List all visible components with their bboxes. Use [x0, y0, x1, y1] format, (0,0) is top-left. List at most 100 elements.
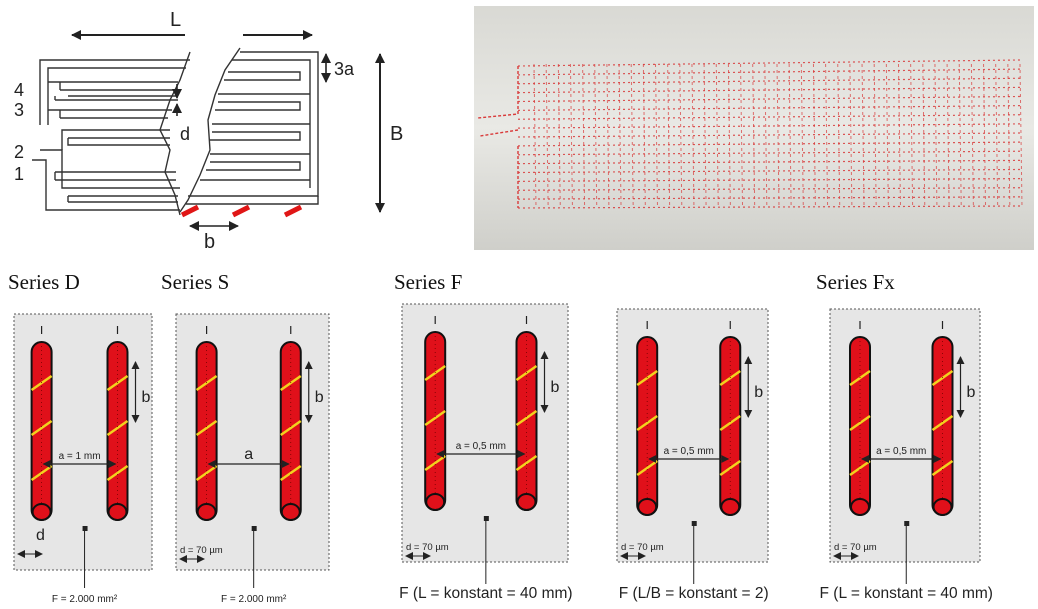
stitch-column — [545, 63, 549, 209]
electrode-end — [850, 498, 870, 516]
stitch-mark — [849, 459, 871, 477]
panel-fx: b a = 0,5 mm d = 70 µm F (L = konstant = 40… — [820, 308, 993, 602]
embroidered-sensor-photo — [474, 6, 1034, 250]
stitch-mark — [195, 419, 218, 437]
stitch-column — [642, 63, 646, 209]
stitch-column — [569, 63, 573, 209]
stitch-column — [922, 63, 926, 209]
stitch-column — [679, 63, 683, 209]
stitch-row — [517, 59, 1021, 67]
trace-width-label: d = 70 µm — [180, 545, 223, 556]
electrode-end — [196, 503, 217, 521]
stitch-row — [517, 150, 1021, 156]
stitch-column — [667, 63, 671, 209]
line-number: 4 — [14, 80, 24, 100]
contact-mark — [180, 204, 200, 218]
electrode-end — [720, 498, 741, 516]
stitch-row — [517, 205, 1021, 209]
stitch-column — [946, 63, 950, 209]
stitch-row — [517, 105, 1021, 111]
stitch-row — [517, 141, 1021, 147]
pitch-label: b — [754, 384, 763, 401]
center-marker — [691, 521, 697, 526]
stitch-column — [752, 63, 756, 209]
right-torn-edge — [179, 47, 241, 213]
series-title-fx: Series Fx — [816, 270, 895, 294]
stitch-mark — [719, 414, 741, 432]
line-number: 1 — [14, 164, 24, 184]
area-label: F = 2.000 mm² — [221, 594, 287, 605]
gap-label: a = 0,5 mm — [876, 446, 926, 457]
gap-label: a = 1 mm — [59, 451, 101, 462]
stitch-column — [800, 63, 804, 209]
area-label: F = 2.000 mm² — [52, 594, 118, 605]
left-comb — [32, 59, 190, 211]
stitch-column — [1019, 63, 1023, 209]
stitch-mark — [106, 464, 129, 482]
panel-f1: b a = 0,5 mm d = 70 µm F (L = konstant = 40… — [399, 303, 573, 602]
trace-width-label: d — [36, 527, 45, 544]
line-number: 2 — [14, 142, 24, 162]
electrode-end — [425, 493, 446, 511]
series-title-d: Series D — [8, 270, 80, 294]
line-number: 3 — [14, 100, 24, 120]
stitch-column — [885, 63, 889, 209]
stitch-column — [691, 63, 695, 209]
stitch-row — [517, 68, 1021, 76]
stitch-mark — [719, 459, 741, 477]
stitch-row — [517, 86, 1021, 94]
stitch-mark — [280, 419, 302, 437]
stitch-column — [812, 63, 816, 209]
stitch-column — [849, 63, 853, 209]
stitch-row — [517, 168, 1021, 174]
stitch-column — [898, 63, 901, 209]
stitch-mark — [636, 459, 658, 477]
stitch-column — [630, 63, 634, 209]
gap-label: a — [244, 446, 253, 463]
stitch-row — [517, 196, 1021, 200]
stitch-mark — [849, 414, 871, 432]
stitch-column — [618, 63, 622, 209]
stitch-row — [517, 132, 1021, 138]
spacing-label: 3a — [334, 59, 355, 79]
stitch-mark — [106, 419, 129, 437]
stitch-column — [873, 63, 877, 209]
length-label: L — [170, 9, 181, 31]
electrode-end — [107, 503, 128, 521]
area-label: F (L = konstant = 40 mm) — [399, 585, 572, 602]
stitch-column — [910, 63, 914, 209]
stitch-row — [517, 123, 1021, 129]
stitch-row — [517, 77, 1021, 85]
stitch-mark — [280, 464, 302, 482]
stitch-row — [517, 114, 1021, 120]
contact-mark — [231, 204, 251, 218]
stitch-mark — [424, 409, 446, 427]
area-label: F (L/B = konstant = 2) — [619, 585, 769, 602]
electrode-schematic: L b 3a B — [14, 9, 403, 250]
stitch-column — [582, 63, 586, 209]
stitch-column — [764, 63, 768, 209]
electrode-end — [280, 503, 301, 521]
stitch-row — [517, 159, 1021, 165]
center-marker — [904, 521, 910, 526]
stitch-mark — [195, 464, 218, 482]
stitch-row — [517, 95, 1021, 103]
stitch-pattern — [477, 59, 1023, 209]
series-title-s: Series S — [161, 270, 230, 294]
stitch-column — [727, 63, 731, 209]
gap-label: a = 0,5 mm — [456, 441, 506, 452]
lead-wires — [477, 66, 519, 208]
stitch-column — [995, 63, 999, 209]
trace-width-label: d = 70 µm — [406, 542, 449, 553]
center-marker — [82, 526, 88, 531]
stitch-mark — [30, 464, 53, 482]
pitch-label: b — [551, 379, 560, 396]
stitch-column — [788, 63, 792, 209]
left-torn-edge — [159, 51, 191, 216]
contact-mark — [283, 204, 303, 218]
panel-d: b a = 1 mm d F = 2.000 mm² — [13, 313, 153, 605]
pitch-label: b — [967, 384, 976, 401]
panel-s: b a d = 70 µm F = 2.000 mm² — [175, 313, 330, 605]
stitch-column — [1007, 63, 1011, 209]
stitch-mark — [30, 419, 53, 437]
